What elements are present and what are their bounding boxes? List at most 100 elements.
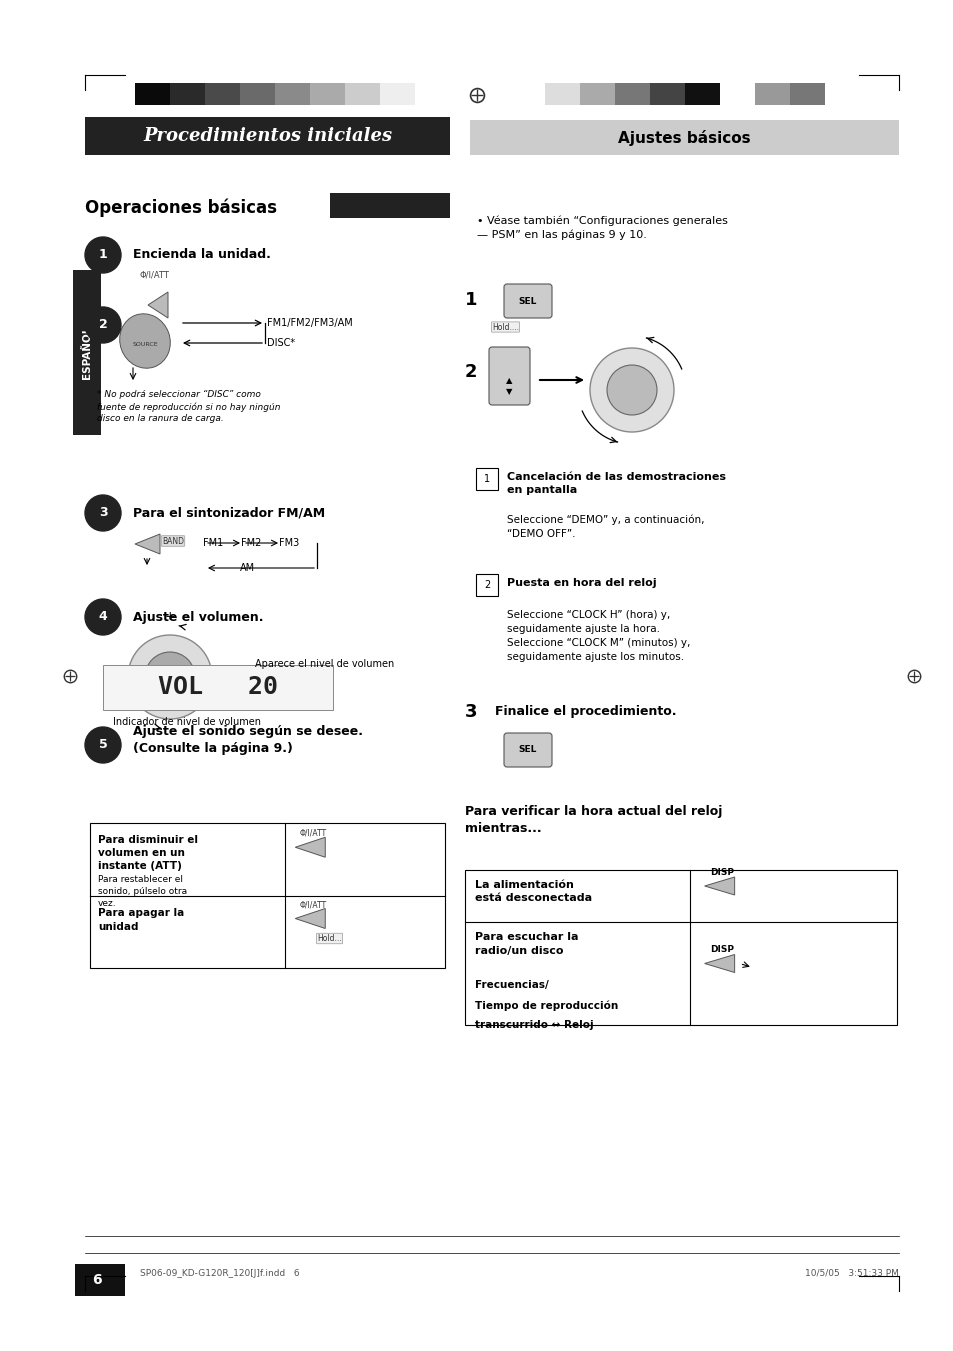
Text: Tiempo de reproducción: Tiempo de reproducción [475, 1000, 618, 1011]
Text: Cancelación de las demostraciones
en pantalla: Cancelación de las demostraciones en pan… [506, 471, 725, 496]
Text: Ajuste el sonido según se desee.
(Consulte la página 9.): Ajuste el sonido según se desee. (Consul… [132, 725, 363, 755]
Bar [720, 82, 754, 105]
Text: Para restablecer el
sonido, púlselo otra
vez.: Para restablecer el sonido, púlselo otra… [98, 875, 187, 908]
Text: Para disminuir el
volumen en un
instante (ATT): Para disminuir el volumen en un instante… [98, 835, 198, 871]
Bar [345, 82, 379, 105]
Bar [615, 82, 649, 105]
Bar [103, 665, 333, 711]
Circle shape [145, 653, 194, 703]
Bar [103, 665, 333, 711]
Text: Puesta en hora del reloj: Puesta en hora del reloj [506, 578, 656, 588]
Bar [476, 467, 497, 490]
Circle shape [606, 365, 657, 415]
Bar [274, 82, 310, 105]
Text: Encienda la unidad.: Encienda la unidad. [132, 249, 271, 262]
Polygon shape [148, 292, 168, 317]
Text: • Véase también “Configuraciones generales
— PSM” en las páginas 9 y 10.: • Véase también “Configuraciones general… [476, 215, 727, 240]
Text: Φ/I/ATT: Φ/I/ATT [299, 828, 326, 838]
Text: Hold...: Hold... [317, 934, 341, 943]
Text: SP06-09_KD-G120R_120[J]f.indd   6: SP06-09_KD-G120R_120[J]f.indd 6 [140, 1269, 299, 1278]
Text: ESPAÑOL: ESPAÑOL [82, 326, 91, 380]
Text: Seleccione “CLOCK H” (hora) y,
seguidamente ajuste la hora.
Seleccione “CLOCK M”: Seleccione “CLOCK H” (hora) y, seguidame… [506, 611, 690, 662]
Bar [684, 82, 720, 105]
Text: 3: 3 [98, 507, 107, 520]
Circle shape [85, 307, 121, 343]
Text: SEL: SEL [518, 746, 537, 754]
Text: 4: 4 [98, 611, 108, 624]
Text: Indicador de nivel de volumen: Indicador de nivel de volumen [112, 717, 261, 727]
Text: 2: 2 [483, 580, 490, 590]
Text: AM: AM [240, 563, 254, 573]
Text: Aparece el nivel de volumen: Aparece el nivel de volumen [254, 659, 394, 669]
Polygon shape [704, 877, 734, 894]
Bar [240, 82, 274, 105]
Ellipse shape [119, 313, 171, 369]
Text: Para verificar la hora actual del reloj
mientras...: Para verificar la hora actual del reloj … [464, 805, 721, 835]
Text: 1: 1 [98, 249, 108, 262]
Text: 1: 1 [483, 474, 490, 484]
Bar [310, 82, 345, 105]
Bar [579, 82, 615, 105]
Polygon shape [135, 534, 160, 554]
Text: SOURCE: SOURCE [132, 343, 157, 347]
FancyBboxPatch shape [503, 284, 552, 317]
Bar [649, 82, 684, 105]
Bar [330, 193, 450, 218]
Bar [135, 82, 170, 105]
Text: Ajustes básicos: Ajustes básicos [618, 130, 750, 146]
Circle shape [85, 727, 121, 763]
Text: Frecuencias/: Frecuencias/ [475, 979, 548, 990]
Text: Seleccione “DEMO” y, a continuación,
“DEMO OFF”.: Seleccione “DEMO” y, a continuación, “DE… [506, 513, 703, 539]
Polygon shape [704, 955, 734, 973]
Bar [544, 82, 579, 105]
Bar [90, 823, 444, 969]
Text: 10/5/05   3:51:33 PM: 10/5/05 3:51:33 PM [804, 1269, 898, 1278]
Text: DISC*: DISC* [267, 338, 294, 349]
FancyBboxPatch shape [503, 734, 552, 767]
Polygon shape [294, 908, 325, 928]
Bar [476, 574, 497, 596]
Text: Operaciones básicas: Operaciones básicas [85, 199, 276, 218]
Text: 2: 2 [98, 319, 108, 331]
Text: transcurrido ↔ Reloj: transcurrido ↔ Reloj [475, 1020, 593, 1029]
Bar [85, 118, 450, 155]
Text: BAND: BAND [162, 536, 184, 546]
Bar [754, 82, 789, 105]
Text: 1: 1 [464, 290, 477, 309]
Bar [205, 82, 240, 105]
Text: FM1: FM1 [203, 538, 223, 549]
Bar [789, 82, 824, 105]
Text: * No podrá seleccionar “DISC” como
fuente de reproducción si no hay ningún
disco: * No podrá seleccionar “DISC” como fuent… [97, 390, 280, 423]
Text: 5: 5 [98, 739, 108, 751]
Text: Φ/I/ATT: Φ/I/ATT [140, 270, 170, 280]
Bar [170, 82, 205, 105]
Text: FM1/FM2/FM3/AM: FM1/FM2/FM3/AM [267, 317, 353, 328]
Circle shape [85, 598, 121, 635]
Text: DISP: DISP [709, 944, 733, 954]
Text: Hold....: Hold.... [492, 323, 518, 331]
Circle shape [85, 236, 121, 273]
Text: 3: 3 [464, 703, 477, 721]
Bar [379, 82, 415, 105]
Text: 6: 6 [92, 1273, 102, 1288]
Text: DISP: DISP [709, 867, 733, 877]
Text: Φ/I/ATT: Φ/I/ATT [299, 900, 326, 909]
Text: 2: 2 [464, 363, 477, 381]
Text: +: + [165, 611, 175, 624]
Bar [73, 270, 101, 435]
Text: Procedimientos iniciales: Procedimientos iniciales [143, 127, 392, 145]
Text: Para apagar la
unidad: Para apagar la unidad [98, 908, 184, 931]
Text: Finalice el procedimiento.: Finalice el procedimiento. [495, 705, 676, 719]
Circle shape [128, 635, 212, 719]
Circle shape [589, 349, 673, 432]
Text: La alimentación
está desconectada: La alimentación está desconectada [475, 880, 592, 904]
Polygon shape [294, 838, 325, 858]
Bar [464, 870, 896, 1025]
Text: FM3: FM3 [278, 538, 299, 549]
Text: SEL: SEL [518, 296, 537, 305]
FancyBboxPatch shape [489, 347, 530, 405]
Text: ▲
▼: ▲ ▼ [506, 377, 512, 396]
Bar [75, 1265, 125, 1296]
Circle shape [85, 494, 121, 531]
Text: Para escuchar la
radio/un disco: Para escuchar la radio/un disco [475, 932, 578, 957]
